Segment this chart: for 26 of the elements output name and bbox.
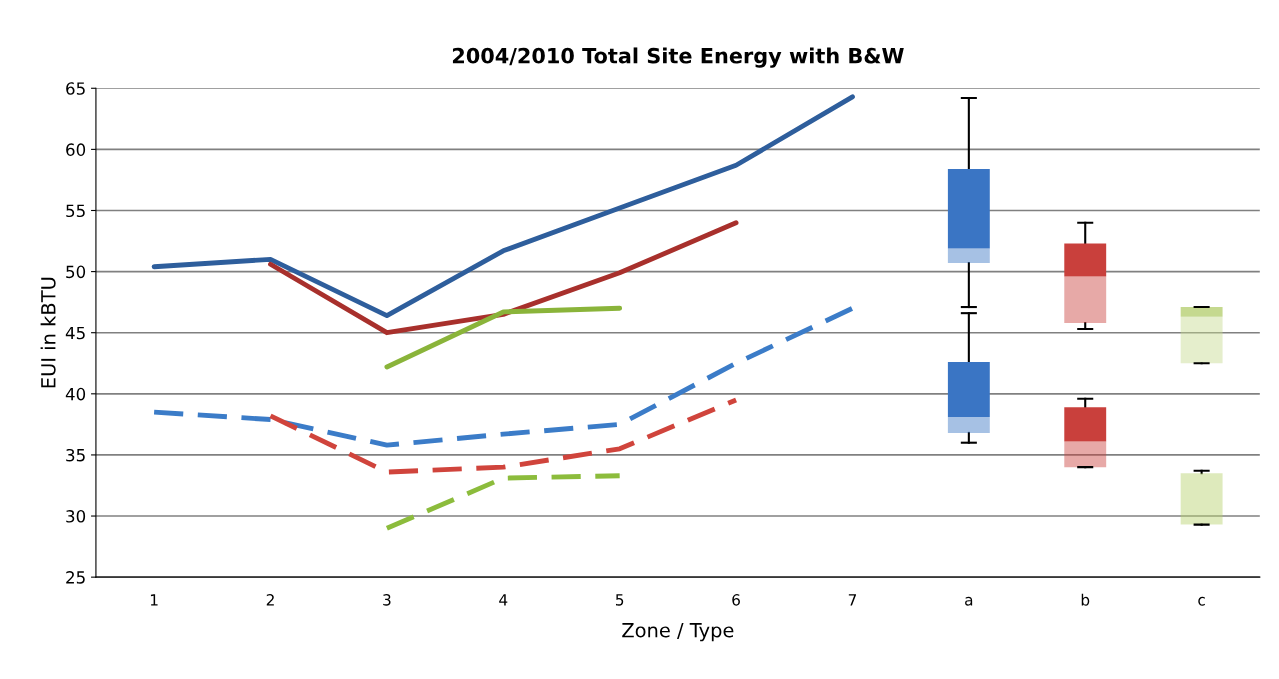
line-series bbox=[268, 397, 739, 475]
y-tick-label: 25 bbox=[66, 571, 85, 584]
y-tick-label: 35 bbox=[66, 448, 85, 462]
line-series bbox=[151, 94, 855, 319]
y-tick-label: 50 bbox=[66, 265, 86, 279]
y-tick-label: 65 bbox=[66, 82, 85, 95]
y-tick-label: 45 bbox=[65, 326, 85, 340]
x-tick-label: b bbox=[1081, 593, 1090, 606]
x-tick-label: 4 bbox=[499, 594, 508, 606]
x-tick-label: c bbox=[1198, 596, 1205, 606]
x-tick-label: 2 bbox=[266, 594, 274, 606]
y-tick-label: 55 bbox=[66, 204, 85, 218]
chart-title: 2004/2010 Total Site Energy with B&W bbox=[452, 47, 904, 68]
y-axis-title: EUI in kBTU bbox=[40, 277, 56, 388]
y-tick-label: 60 bbox=[66, 143, 86, 156]
line-series bbox=[268, 220, 739, 336]
x-tick-label: 6 bbox=[732, 594, 740, 606]
x-tick-label: a bbox=[965, 596, 973, 606]
x-tick-label: 5 bbox=[615, 594, 624, 606]
x-tick-label: 1 bbox=[150, 594, 158, 606]
y-tick-label: 40 bbox=[65, 387, 86, 401]
x-axis-title: Zone / Type bbox=[622, 623, 734, 642]
line-series bbox=[151, 305, 855, 448]
y-tick-label: 30 bbox=[66, 510, 86, 523]
x-tick-label: 3 bbox=[383, 594, 391, 606]
x-tick-label: 7 bbox=[848, 594, 857, 606]
